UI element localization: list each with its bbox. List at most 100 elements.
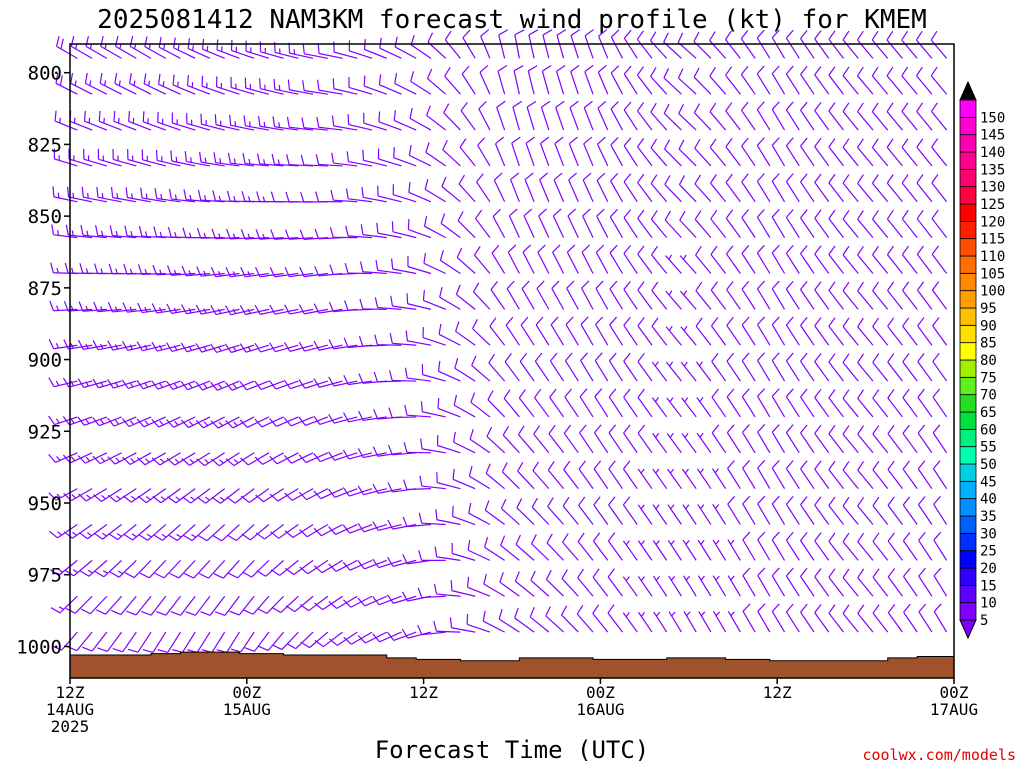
colorbar-label: 70 [980,388,997,404]
wind-barb [181,452,211,466]
wind-barb [652,468,668,490]
wind-barb [343,412,373,423]
colorbar-label: 60 [980,422,997,438]
wind-barb [139,559,167,579]
wind-barb [622,496,638,525]
wind-barb [138,524,167,541]
x-tick-label: 00Z [940,683,969,702]
wind-barb [709,66,727,95]
wind-barb [401,628,432,639]
wind-barb [563,460,579,490]
wind-barb [158,73,181,95]
wind-barb [712,539,727,561]
wind-barb [458,174,476,203]
wind-barb [360,224,387,239]
wind-barb [330,189,358,203]
wind-barb [112,631,137,653]
wind-barb [439,250,461,275]
wind-barb [771,424,786,454]
wind-barb [199,151,225,167]
wind-barb [142,111,166,131]
wind-barb [254,452,284,465]
wind-barb [387,482,417,493]
wind-barb [932,424,948,454]
wind-barb [693,67,712,95]
wind-barb [857,532,874,561]
wind-barb [357,522,387,533]
wind-barb [757,603,771,633]
wind-barb [284,488,314,501]
wind-barb [698,611,712,633]
wind-barb [300,631,329,649]
wind-barb [872,425,889,454]
wind-barb [800,316,815,346]
wind-barb [636,102,653,131]
wind-barb [534,352,550,382]
wind-barb [545,606,564,633]
y-tick-label: 825 [28,134,62,156]
wind-barb [564,352,579,382]
wind-barb [225,452,255,467]
wind-barb [255,488,284,503]
colorbar-swatch [959,567,977,586]
wind-barb [757,424,771,454]
wind-barb [493,172,506,203]
wind-barb [814,603,830,633]
wind-barb [872,604,889,633]
wind-barb [666,432,682,454]
colorbar-label: 125 [980,197,1005,213]
wind-barb [183,189,211,203]
wind-barb [128,73,152,95]
wind-barb [726,281,741,310]
colorbar-swatch [959,498,977,517]
colorbar-swatch [959,186,977,205]
wind-barb [200,595,226,616]
wind-barb [109,225,137,239]
wind-barb [581,244,594,274]
wind-barb [785,603,800,633]
wind-barb [637,611,653,633]
wind-barb [757,459,771,489]
wind-barb [535,316,550,346]
wind-barb [694,174,712,203]
wind-barb [872,532,889,561]
wind-barb [887,604,903,633]
wind-barb [842,281,859,310]
wind-barb [158,36,181,59]
wind-barb [696,397,712,418]
wind-barb [594,388,609,418]
wind-barb [467,576,491,597]
wind-barb [918,603,933,633]
wind-barb [623,209,638,238]
wind-barb [136,341,166,352]
colorbar-swatch [959,376,977,396]
wind-barb [887,424,903,454]
wind-barb [166,303,196,314]
wind-barb [931,138,948,167]
wind-barb [757,495,771,525]
wind-barb [424,179,447,203]
wind-barb [545,569,564,597]
wind-barb [451,505,476,526]
wind-barb [226,488,255,504]
wind-barb [444,30,461,59]
colorbar-label: 20 [980,561,997,577]
wind-barb [389,332,417,346]
wind-barb [520,316,535,346]
wind-barb [468,465,491,490]
colorbar-swatch [959,99,977,118]
wind-barb [727,539,741,561]
wind-barb [328,451,358,461]
wind-barb [216,631,240,654]
wind-barb [756,137,771,167]
wind-barb [388,370,417,382]
wind-barb [151,341,181,352]
wind-barb [172,631,196,653]
wind-barb [785,352,800,382]
wind-barb [681,397,697,418]
wind-barb [597,136,609,167]
wind-barb [842,245,859,274]
wind-barb [269,488,299,502]
wind-barb [62,452,93,464]
wind-barb [85,36,108,59]
